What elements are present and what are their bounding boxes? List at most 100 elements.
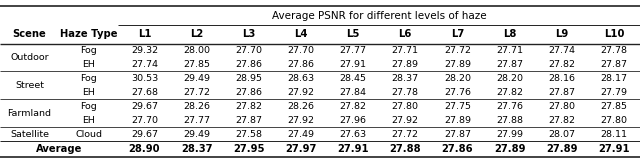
Text: 27.91: 27.91 (337, 144, 369, 154)
Text: 28.07: 28.07 (548, 130, 575, 139)
Text: 27.77: 27.77 (340, 46, 367, 55)
Text: 27.99: 27.99 (496, 130, 523, 139)
Text: 27.86: 27.86 (236, 60, 262, 69)
Text: Street: Street (15, 81, 44, 90)
Text: 27.71: 27.71 (496, 46, 523, 55)
Text: 28.26: 28.26 (287, 102, 314, 111)
Text: 27.87: 27.87 (496, 60, 523, 69)
Text: EH: EH (82, 116, 95, 125)
Text: L6: L6 (399, 29, 412, 40)
Text: 27.89: 27.89 (444, 60, 471, 69)
Text: L4: L4 (294, 29, 308, 40)
Text: 27.79: 27.79 (600, 88, 627, 97)
Text: 27.82: 27.82 (548, 116, 575, 125)
Text: 27.86: 27.86 (287, 60, 314, 69)
Text: Scene: Scene (13, 29, 46, 40)
Text: L10: L10 (604, 29, 624, 40)
Text: 28.63: 28.63 (287, 74, 314, 83)
Text: 27.70: 27.70 (236, 46, 262, 55)
Text: 28.11: 28.11 (600, 130, 627, 139)
Text: 29.32: 29.32 (131, 46, 158, 55)
Text: 27.80: 27.80 (600, 116, 627, 125)
Text: L8: L8 (503, 29, 516, 40)
Text: 27.95: 27.95 (233, 144, 264, 154)
Text: 27.74: 27.74 (548, 46, 575, 55)
Text: L1: L1 (138, 29, 151, 40)
Text: 27.85: 27.85 (183, 60, 210, 69)
Text: 27.89: 27.89 (494, 144, 525, 154)
Text: 27.75: 27.75 (444, 102, 471, 111)
Text: Satellite: Satellite (10, 130, 49, 139)
Text: 27.82: 27.82 (496, 88, 523, 97)
Text: 27.77: 27.77 (183, 116, 210, 125)
Text: 27.76: 27.76 (444, 88, 471, 97)
Text: 28.90: 28.90 (129, 144, 160, 154)
Text: 27.68: 27.68 (131, 88, 158, 97)
Text: 28.95: 28.95 (236, 74, 262, 83)
Text: 27.97: 27.97 (285, 144, 317, 154)
Text: 28.16: 28.16 (548, 74, 575, 83)
Text: 27.80: 27.80 (392, 102, 419, 111)
Text: 27.89: 27.89 (392, 60, 419, 69)
Text: 27.92: 27.92 (392, 116, 419, 125)
Text: 27.89: 27.89 (444, 116, 471, 125)
Text: 27.87: 27.87 (444, 130, 471, 139)
Text: 27.91: 27.91 (598, 144, 630, 154)
Text: 28.00: 28.00 (183, 46, 210, 55)
Text: Fog: Fog (80, 46, 97, 55)
Text: 27.91: 27.91 (340, 60, 367, 69)
Text: Average PSNR for different levels of haze: Average PSNR for different levels of haz… (272, 11, 486, 21)
Text: 27.86: 27.86 (442, 144, 473, 154)
Text: Haze Type: Haze Type (60, 29, 117, 40)
Text: EH: EH (82, 60, 95, 69)
Text: 27.74: 27.74 (131, 60, 158, 69)
Text: 27.71: 27.71 (392, 46, 419, 55)
Text: 27.70: 27.70 (131, 116, 158, 125)
Text: 28.37: 28.37 (181, 144, 212, 154)
Text: 27.88: 27.88 (496, 116, 523, 125)
Text: 29.49: 29.49 (183, 130, 210, 139)
Text: 27.92: 27.92 (287, 116, 314, 125)
Text: 28.26: 28.26 (183, 102, 210, 111)
Text: 27.82: 27.82 (236, 102, 262, 111)
Text: 29.67: 29.67 (131, 130, 158, 139)
Text: Cloud: Cloud (75, 130, 102, 139)
Text: 29.49: 29.49 (183, 74, 210, 83)
Text: 27.72: 27.72 (444, 46, 471, 55)
Text: L3: L3 (242, 29, 255, 40)
Text: 29.67: 29.67 (131, 102, 158, 111)
Text: 27.58: 27.58 (236, 130, 262, 139)
Text: 27.88: 27.88 (390, 144, 421, 154)
Text: 27.92: 27.92 (287, 88, 314, 97)
Text: EH: EH (82, 88, 95, 97)
Text: Average: Average (36, 144, 83, 154)
Text: 28.45: 28.45 (340, 74, 367, 83)
Text: 27.89: 27.89 (546, 144, 577, 154)
Text: Fog: Fog (80, 102, 97, 111)
Text: L2: L2 (190, 29, 204, 40)
Text: 27.82: 27.82 (548, 60, 575, 69)
Text: 28.20: 28.20 (496, 74, 523, 83)
Text: 27.63: 27.63 (340, 130, 367, 139)
Text: 27.84: 27.84 (340, 88, 367, 97)
Text: 30.53: 30.53 (131, 74, 158, 83)
Text: 27.70: 27.70 (287, 46, 314, 55)
Text: L7: L7 (451, 29, 464, 40)
Text: 27.87: 27.87 (600, 60, 627, 69)
Text: 27.78: 27.78 (600, 46, 627, 55)
Text: 27.80: 27.80 (548, 102, 575, 111)
Text: 27.78: 27.78 (392, 88, 419, 97)
Text: 27.86: 27.86 (236, 88, 262, 97)
Text: 27.72: 27.72 (183, 88, 210, 97)
Text: Fog: Fog (80, 74, 97, 83)
Text: 27.87: 27.87 (548, 88, 575, 97)
Text: 27.49: 27.49 (287, 130, 314, 139)
Text: 27.72: 27.72 (392, 130, 419, 139)
Text: 27.82: 27.82 (340, 102, 367, 111)
Text: 28.37: 28.37 (392, 74, 419, 83)
Text: Farmland: Farmland (8, 109, 51, 118)
Text: L9: L9 (555, 29, 568, 40)
Text: 27.87: 27.87 (236, 116, 262, 125)
Text: 28.17: 28.17 (600, 74, 627, 83)
Text: L5: L5 (346, 29, 360, 40)
